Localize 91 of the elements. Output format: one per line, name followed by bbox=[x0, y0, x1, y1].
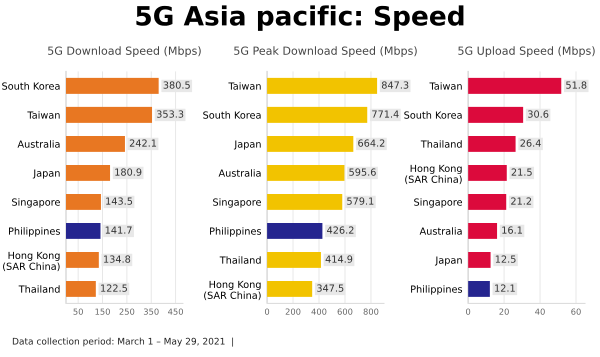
data-label: 847.3 bbox=[382, 81, 408, 89]
x-tick-label: 0 bbox=[466, 308, 470, 315]
bar bbox=[66, 280, 96, 297]
y-tick-label: Hong Kong (SAR China) bbox=[405, 164, 462, 184]
chart-subtitle: 5G Upload Speed (Mbps) bbox=[458, 46, 595, 58]
data-label: 380.5 bbox=[164, 81, 190, 89]
bar bbox=[267, 78, 378, 94]
x-tick-label: 150 bbox=[95, 308, 110, 315]
data-label: 353.3 bbox=[156, 110, 184, 118]
bar bbox=[468, 252, 491, 268]
bar bbox=[468, 136, 516, 152]
bar bbox=[267, 280, 312, 297]
y-tick-label: Philippines bbox=[9, 227, 60, 237]
y-tick-label: Hong Kong (SAR China) bbox=[204, 280, 261, 300]
y-tick-label: Australia bbox=[218, 169, 261, 177]
data-label: 12.1 bbox=[495, 284, 515, 292]
x-tick-label: 200 bbox=[286, 308, 300, 315]
data-label: 664.2 bbox=[358, 139, 384, 147]
y-tick-label: Australia bbox=[18, 140, 60, 148]
chart-subtitle: 5G Download Speed (Mbps) bbox=[48, 46, 201, 58]
bar bbox=[267, 222, 322, 239]
data-label: 122.5 bbox=[101, 284, 127, 292]
bar bbox=[66, 164, 110, 181]
x-tick-label: 20 bbox=[499, 308, 509, 315]
data-label: 426.2 bbox=[327, 226, 354, 234]
data-label: 414.9 bbox=[326, 255, 352, 263]
y-tick-label: Singapore bbox=[414, 198, 462, 208]
x-tick-label: 800 bbox=[364, 308, 378, 315]
bar bbox=[468, 106, 524, 123]
y-tick-label: Singapore bbox=[12, 198, 60, 208]
data-label: 771.4 bbox=[372, 110, 399, 118]
data-label: 21.2 bbox=[511, 197, 532, 205]
data-label: 141.7 bbox=[106, 226, 132, 234]
y-tick-label: Thailand bbox=[220, 256, 261, 264]
data-label: 595.6 bbox=[349, 168, 376, 176]
data-label: 134.8 bbox=[104, 255, 130, 263]
y-tick-label: Australia bbox=[420, 227, 462, 235]
x-tick-label: 250 bbox=[120, 308, 134, 315]
y-tick-label: Hong Kong (SAR China) bbox=[3, 252, 60, 272]
data-label: 242.1 bbox=[130, 139, 156, 147]
y-tick-label: South Korea bbox=[203, 111, 261, 119]
x-tick-label: 450 bbox=[168, 308, 183, 315]
bar bbox=[468, 280, 490, 297]
text: 5G Asia pacific: Speed bbox=[136, 5, 464, 31]
y-tick-label: Philippines bbox=[411, 285, 462, 295]
bar bbox=[66, 78, 159, 94]
bar bbox=[267, 136, 354, 152]
x-tick-label: 60 bbox=[571, 308, 581, 315]
x-tick-label: 400 bbox=[311, 308, 326, 315]
y-tick-label: Taiwan bbox=[429, 82, 462, 90]
x-tick-label: 350 bbox=[144, 308, 159, 315]
y-tick-label: Philippines bbox=[210, 227, 262, 237]
y-tick-label: Thailand bbox=[420, 140, 462, 148]
bar bbox=[267, 164, 344, 181]
bar bbox=[468, 78, 562, 94]
y-tick-label: Japan bbox=[32, 170, 60, 179]
bar bbox=[468, 164, 507, 181]
data-label: 347.5 bbox=[317, 284, 344, 292]
data-label: 579.1 bbox=[347, 197, 374, 205]
y-tick-label: Thailand bbox=[18, 285, 60, 293]
data-label: 12.5 bbox=[496, 255, 516, 263]
bar bbox=[267, 194, 342, 210]
data-label: 26.4 bbox=[520, 139, 541, 147]
bar bbox=[66, 136, 125, 152]
bar bbox=[468, 222, 498, 239]
data-label: 51.8 bbox=[566, 81, 586, 89]
y-tick-label: South Korea bbox=[404, 111, 462, 119]
x-tick-label: 50 bbox=[74, 308, 83, 315]
y-tick-label: Taiwan bbox=[228, 82, 261, 90]
data-label: 180.9 bbox=[115, 168, 142, 176]
data-label: 143.5 bbox=[106, 197, 132, 205]
data-label: 30.6 bbox=[528, 110, 548, 118]
bar bbox=[66, 252, 99, 268]
bar bbox=[66, 194, 101, 210]
y-tick-label: South Korea bbox=[2, 82, 60, 90]
bar bbox=[66, 222, 101, 239]
data-label: 16.1 bbox=[502, 226, 522, 234]
y-tick-label: Taiwan bbox=[27, 111, 60, 119]
y-tick-label: Singapore bbox=[213, 198, 261, 208]
x-tick-label: 40 bbox=[535, 308, 545, 315]
bar bbox=[267, 106, 368, 123]
data-label: 21.5 bbox=[512, 168, 532, 176]
bar bbox=[468, 194, 506, 210]
bar bbox=[267, 252, 321, 268]
y-tick-label: Japan bbox=[234, 140, 261, 150]
text: Data collection period: March 1 – May 29, 2021 | bbox=[12, 338, 234, 347]
bar bbox=[66, 106, 152, 123]
chart-subtitle: 5G Peak Download Speed (Mbps) bbox=[234, 46, 417, 58]
x-tick-label: 0 bbox=[264, 308, 270, 315]
x-tick-label: 600 bbox=[338, 308, 352, 315]
y-tick-label: Japan bbox=[434, 256, 462, 266]
